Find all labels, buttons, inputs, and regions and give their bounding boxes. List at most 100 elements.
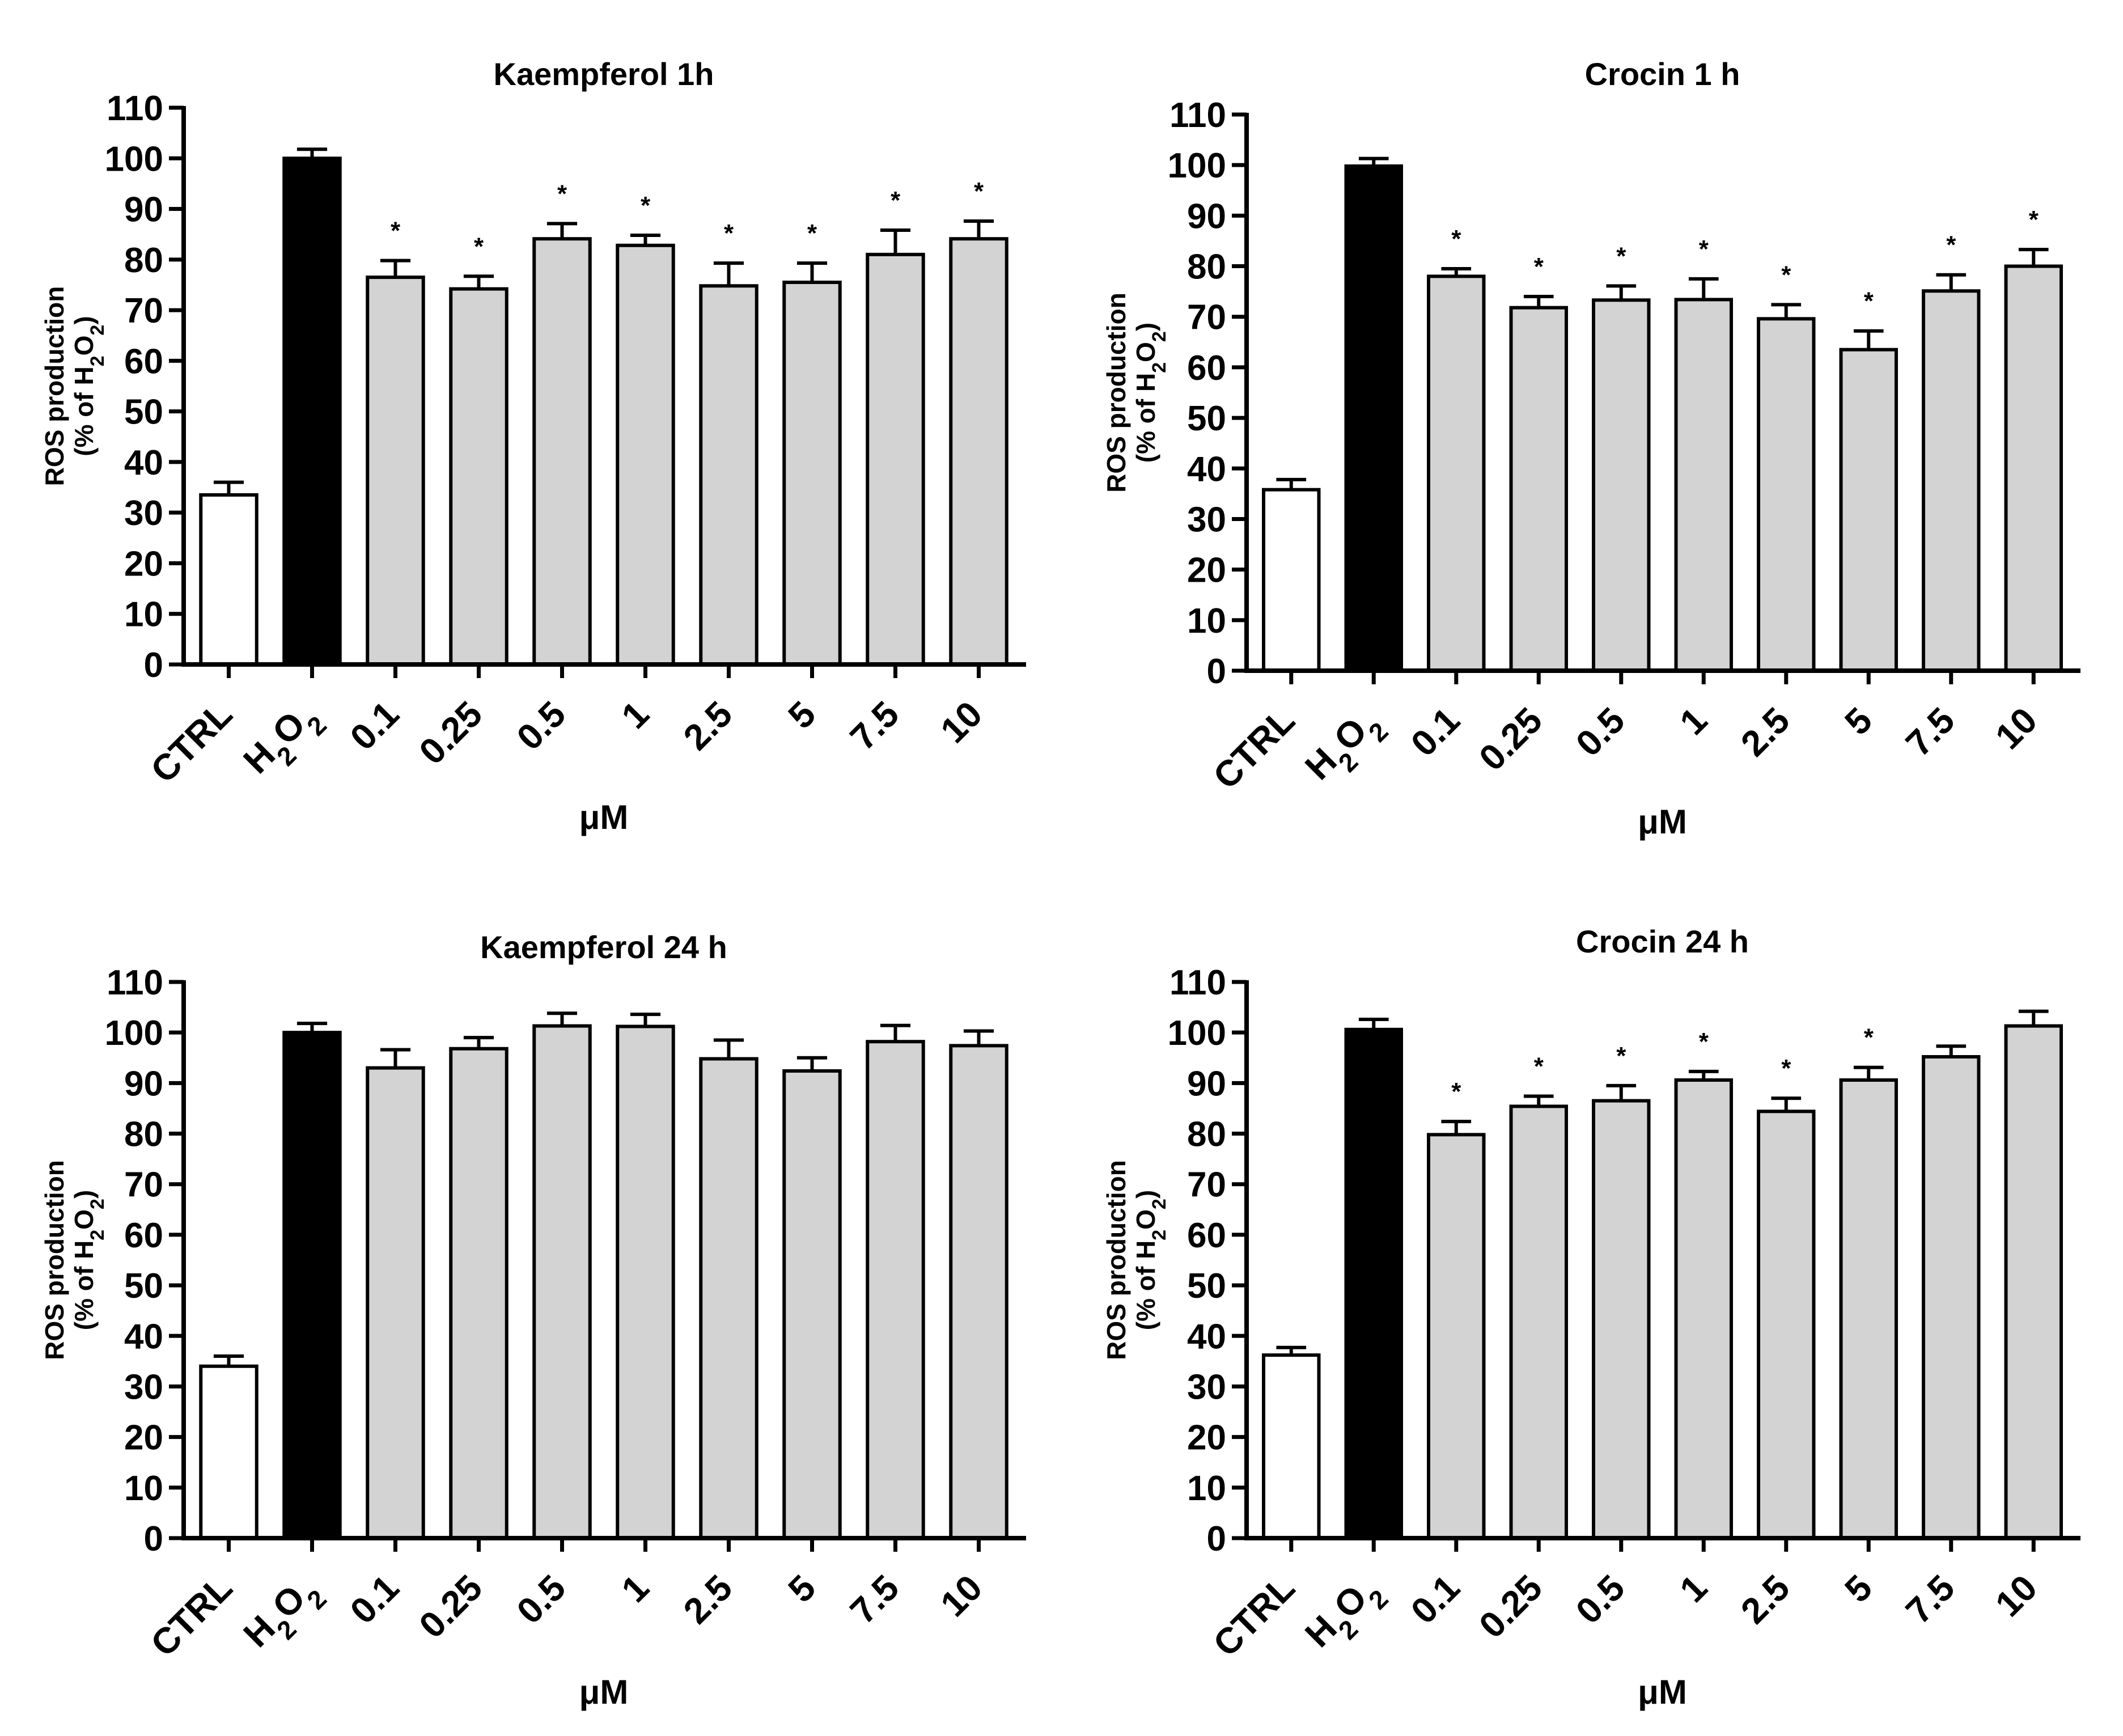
y-tick-label: 60 (124, 1216, 163, 1255)
significance-mark: * (2029, 206, 2039, 234)
bar (616, 1024, 675, 1540)
bar (1509, 1104, 1568, 1540)
bar (699, 284, 758, 666)
significance-mark: * (891, 187, 901, 214)
y-tick-label: 20 (124, 544, 163, 583)
x-tick-label: 1 (1672, 700, 1715, 743)
y-tick-label: 30 (124, 494, 163, 533)
bar (366, 1066, 425, 1540)
significance-mark: * (1781, 1055, 1791, 1082)
y-tick-label: 60 (1187, 349, 1226, 388)
y-tick-label: 40 (124, 1317, 163, 1356)
significance-mark: * (1451, 225, 1461, 253)
significance-mark: * (1864, 287, 1874, 315)
y-tick-label: 0 (144, 1519, 163, 1559)
y-axis-label-units: (% of H2O2) (69, 316, 108, 456)
bar (449, 287, 508, 666)
chart-panel-4: Crocin 24 h * * * * * * 0 10 20 30 40 50 60 70 80 90 100 1… (1101, 924, 2080, 1711)
chart-panel-2: Crocin 1 h** * *****0102030405060708090100… (1101, 56, 2080, 841)
bar (1922, 289, 1981, 672)
x-tick-label: 0.5 (509, 1567, 574, 1632)
x-tick-label: 7.5 (1898, 1567, 1963, 1632)
chart-title: Kaempferol 1h (494, 56, 714, 92)
significance-mark: * (1781, 261, 1791, 289)
y-tick-label: 110 (1169, 96, 1226, 135)
significance-mark: * (1451, 1078, 1461, 1106)
x-tick-label: CTRL (143, 1567, 240, 1665)
x-axis-label: μM (1638, 1673, 1687, 1711)
y-axis-label-units: (% of H2O2) (1131, 1190, 1170, 1330)
x-tick-label: 0.25 (411, 1567, 490, 1646)
bar (366, 276, 425, 666)
y-tick-label: 80 (124, 241, 163, 280)
y-tick-label: 80 (1187, 1115, 1226, 1154)
bar (949, 1044, 1008, 1540)
x-tick-label: 0.1 (1403, 1567, 1468, 1632)
y-tick-label: 20 (124, 1419, 163, 1458)
y-axis-label: ROS production (40, 1160, 69, 1360)
chart-title: Crocin 1 h (1585, 56, 1740, 92)
bar (449, 1047, 508, 1540)
x-tick-label: 1 (613, 1567, 656, 1610)
x-tick-label: 0.25 (1471, 1567, 1550, 1646)
bar (2004, 264, 2063, 672)
x-tick-label: 7.5 (842, 1567, 907, 1632)
significance-mark: * (974, 177, 984, 205)
significance-mark: * (1946, 231, 1956, 259)
chart-panel-3: Kaempferol 24 h0102030405060708090100110… (40, 929, 1026, 1711)
x-tick-label: 5 (780, 1567, 823, 1610)
bar (866, 1040, 925, 1540)
bar (782, 280, 842, 666)
x-tick-label: 0.5 (1568, 700, 1633, 764)
x-tick-label: 7.5 (1898, 700, 1963, 764)
y-tick-label: 60 (1187, 1216, 1226, 1255)
bar (1262, 1353, 1321, 1540)
bar (1592, 1099, 1651, 1540)
y-tick-label: 80 (1187, 248, 1226, 287)
significance-mark: * (474, 232, 484, 260)
y-tick-label: 40 (124, 443, 163, 482)
y-tick-label: 20 (1187, 551, 1226, 590)
bar (1427, 274, 1486, 672)
bar (1344, 164, 1403, 672)
x-tick-label: 0.5 (1568, 1567, 1633, 1632)
y-tick-label: 30 (124, 1367, 163, 1407)
significance-mark: * (641, 192, 651, 219)
bar (1674, 1078, 1733, 1540)
bar (1592, 298, 1651, 672)
x-tick-label: 0.1 (342, 693, 407, 758)
bar (199, 493, 259, 666)
y-tick-label: 100 (1168, 1014, 1226, 1053)
x-tick-label: 5 (1837, 700, 1880, 743)
significance-mark: * (391, 217, 401, 245)
y-tick-label: 40 (1187, 450, 1226, 489)
y-axis-label: ROS production (40, 286, 69, 486)
y-tick-label: 10 (1187, 1469, 1226, 1508)
bar (1509, 306, 1568, 672)
x-tick-label: H2O2 (235, 1567, 332, 1664)
x-tick-label: 10 (1988, 1567, 2045, 1624)
x-tick-label: 1 (613, 693, 656, 736)
bar (699, 1057, 758, 1540)
y-tick-label: 60 (124, 342, 163, 381)
bar (1839, 1078, 1898, 1540)
bar (949, 237, 1008, 666)
y-axis-label-units: (% of H2O2) (1131, 323, 1170, 463)
x-tick-label: 2.5 (1733, 1567, 1798, 1632)
y-tick-label: 110 (107, 89, 163, 128)
y-tick-label: 50 (1187, 1267, 1226, 1306)
x-tick-label: 10 (933, 693, 990, 751)
significance-mark: * (807, 219, 817, 247)
y-tick-label: 0 (144, 646, 163, 685)
bar (532, 1024, 592, 1540)
y-tick-label: 10 (1187, 602, 1226, 641)
x-tick-label: 2.5 (676, 1567, 740, 1632)
bar (1674, 298, 1733, 672)
x-tick-label: 0.25 (1471, 700, 1550, 778)
x-axis-label: μM (579, 1673, 629, 1711)
significance-mark: * (724, 219, 734, 247)
y-tick-label: 50 (124, 393, 163, 432)
bar (616, 243, 675, 666)
y-tick-label: 70 (124, 1166, 163, 1205)
